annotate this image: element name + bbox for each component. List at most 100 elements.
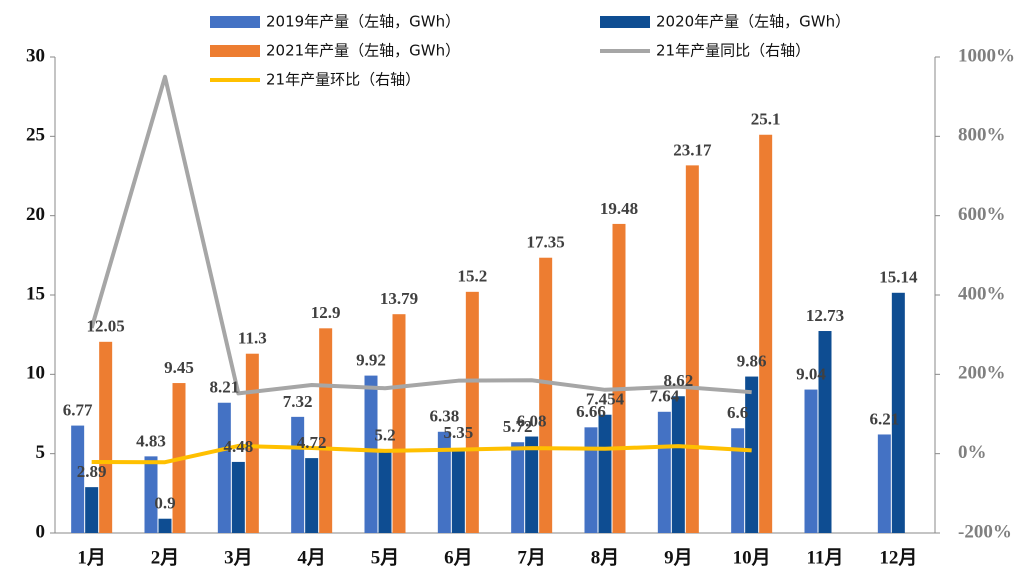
data-label: 7.32 [283,392,313,411]
x-tick-label: 3月 [224,547,253,568]
data-label: 9.86 [737,351,767,370]
y2-tick-label: 200% [958,363,1006,384]
x-tick-label: 6月 [444,547,473,568]
data-label: 4.72 [297,433,327,452]
legend-label: 2019年产量（左轴，GWh） [266,13,460,31]
data-label: 6.6 [727,403,748,422]
bar [511,442,525,533]
bar [598,414,612,533]
data-label: 8.62 [663,371,693,390]
bar [217,402,231,533]
bar [451,448,465,533]
x-tick-label: 11月 [807,547,844,568]
bar [804,389,818,533]
data-label: 5.35 [443,423,473,442]
bar [657,411,671,533]
bar [584,427,598,533]
data-label: 4.48 [223,437,253,456]
data-label: 6.77 [63,400,93,419]
legend-swatch [600,16,650,28]
bar [437,431,451,533]
bar [85,487,99,533]
y2-tick-label: 400% [958,283,1006,304]
data-label: 7.64 [649,387,679,406]
data-label: 6.21 [869,409,899,428]
bar [465,291,479,533]
bar [539,257,553,533]
bar [685,165,699,534]
data-label: 9.45 [164,358,194,377]
y2-tick-label: 600% [958,204,1006,225]
x-tick-label: 1月 [77,547,106,568]
legend-label: 2020年产量（左轴，GWh） [656,13,850,31]
data-label: 17.35 [527,233,565,252]
y-tick-label: 5 [36,442,46,463]
data-label: 0.9 [154,494,175,513]
data-label: 8.21 [209,378,239,397]
data-label: 9.04 [796,364,826,383]
legend-label: 2021年产量（左轴，GWh） [266,42,460,60]
bar [99,341,113,533]
legend-label: 21年产量同比（右轴） [656,42,810,60]
y2-tick-label: 800% [958,125,1006,146]
bar [612,223,626,533]
line [91,443,752,465]
bar [319,328,333,533]
y-tick-label: 20 [26,204,45,225]
x-tick-label: 12月 [879,547,917,568]
bar [231,461,245,533]
bar [144,456,158,533]
bar [759,134,773,533]
data-label: 19.48 [600,199,638,218]
bar [378,450,392,533]
data-label: 12.05 [87,317,125,336]
data-label: 6.66 [576,402,606,421]
data-label: 11.3 [238,329,267,348]
y-tick-label: 10 [26,363,45,384]
data-label: 4.83 [136,431,166,450]
data-label: 13.79 [380,289,418,308]
data-label: 12.73 [806,306,844,325]
data-label: 5.2 [374,425,395,444]
y-tick-label: 30 [26,45,45,66]
data-label: 6.08 [517,411,547,430]
y-tick-label: 25 [26,125,45,146]
bar [71,425,85,533]
data-label: 7.454 [586,390,625,409]
y2-tick-label: -200% [958,521,1012,542]
bar [731,428,745,533]
data-label: 5.72 [503,417,533,436]
bar [891,292,905,533]
bar [818,331,832,533]
bar [745,376,759,533]
bar [392,314,406,533]
data-label: 2.89 [77,462,107,481]
y-tick-label: 0 [36,521,46,542]
data-label: 23.17 [673,140,712,159]
bar [525,436,539,533]
y2-tick-label: 0% [958,442,987,463]
bar [671,396,685,533]
data-label: 25.1 [751,110,781,129]
y2-tick-label: 1000% [958,45,1015,66]
x-tick-label: 8月 [591,547,620,568]
x-tick-label: 10月 [733,547,771,568]
bar [877,434,891,533]
x-tick-label: 5月 [371,547,400,568]
data-label: 15.14 [879,268,918,287]
x-tick-label: 9月 [664,547,693,568]
y-tick-label: 15 [26,283,45,304]
bar [158,518,172,533]
x-tick-label: 7月 [517,547,546,568]
bar [245,353,259,533]
legend-swatch [210,45,260,57]
bar [364,375,378,533]
data-label: 15.2 [457,267,487,286]
bar [305,458,319,533]
data-label: 12.9 [311,303,341,322]
x-tick-label: 4月 [297,547,326,568]
line [89,74,752,396]
data-label: 6.38 [429,407,459,426]
x-tick-label: 2月 [151,547,180,568]
